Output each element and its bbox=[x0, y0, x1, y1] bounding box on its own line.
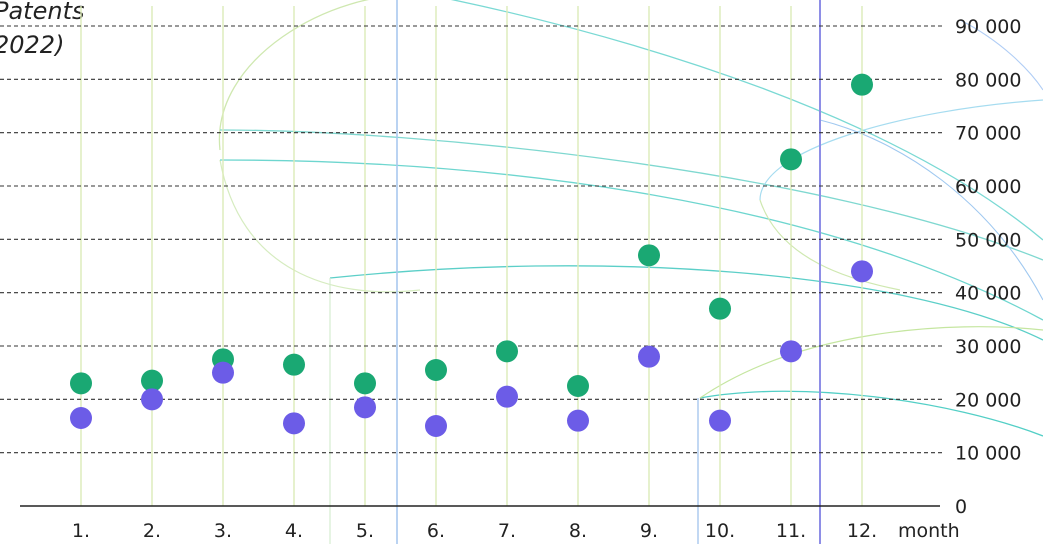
chart-title: Patents 2022) bbox=[0, 0, 84, 62]
y-tick-label: 90 000 bbox=[955, 16, 1021, 38]
y-tick-label: 40 000 bbox=[955, 283, 1021, 305]
x-tick-label: 3. bbox=[214, 520, 232, 542]
series-1-point-12 bbox=[851, 73, 873, 96]
series-2-point-4 bbox=[283, 412, 305, 435]
series-2-point-10 bbox=[709, 409, 731, 432]
decor-curve-8 bbox=[699, 326, 1043, 399]
series-1-point-6 bbox=[425, 359, 447, 381]
x-tick-labels: 1. 2. 3. 4. 5. 6. 7. 8. 9. 10. 11. 12. month bbox=[72, 520, 960, 542]
vertical-gridlines bbox=[80, 6, 863, 506]
decor-curve-12 bbox=[959, 19, 1043, 91]
series-2-point-12 bbox=[851, 260, 873, 283]
decor-curve-10 bbox=[759, 199, 901, 291]
y-tick-label: 60 000 bbox=[955, 176, 1021, 198]
y-tick-label: 50 000 bbox=[955, 229, 1021, 251]
x-tick-label: 9. bbox=[640, 520, 658, 542]
series-2-point-3 bbox=[212, 361, 234, 384]
data-points bbox=[70, 73, 873, 437]
decor-curve-1 bbox=[218, 0, 370, 151]
y-tick-label: 0 bbox=[955, 496, 967, 518]
x-tick-label: 5. bbox=[356, 520, 374, 542]
background-decoration bbox=[218, 0, 1043, 544]
x-tick-label: 10. bbox=[705, 520, 735, 542]
series-1-point-4 bbox=[283, 353, 305, 376]
y-tick-label: 20 000 bbox=[955, 389, 1021, 411]
series-1-point-5 bbox=[354, 372, 376, 395]
series-1-point-1 bbox=[70, 372, 92, 395]
x-tick-label: 7. bbox=[498, 520, 516, 542]
y-tick-label: 70 000 bbox=[955, 123, 1021, 145]
decor-curve-7 bbox=[699, 390, 1043, 437]
decor-curve-5 bbox=[329, 265, 1043, 341]
y-tick-label: 30 000 bbox=[955, 336, 1021, 358]
chart-title-line-2: 2022) bbox=[0, 31, 65, 59]
series-1-point-9 bbox=[638, 244, 660, 267]
x-tick-label: 2. bbox=[143, 520, 161, 542]
decor-curve-6 bbox=[450, 0, 1043, 241]
y-tick-labels: 0 10 000 20 000 30 000 40 000 50 000 60 000 70 … bbox=[955, 16, 1021, 518]
series-2-point-7 bbox=[496, 385, 518, 408]
series-1-point-2 bbox=[141, 369, 163, 392]
x-tick-label: 12. bbox=[847, 520, 877, 542]
decor-curve-3 bbox=[219, 129, 1043, 261]
series-2-point-1 bbox=[70, 407, 92, 429]
y-tick-label: 10 000 bbox=[955, 443, 1021, 465]
y-tick-label: 80 000 bbox=[955, 69, 1021, 91]
x-tick-label: 1. bbox=[72, 520, 90, 542]
series-1-point-8 bbox=[567, 375, 589, 397]
decor-curve-4 bbox=[219, 159, 1043, 321]
x-tick-label: 11. bbox=[776, 520, 806, 542]
series-2-point-2 bbox=[141, 388, 163, 411]
series-2-point-8 bbox=[567, 409, 589, 432]
series-2-point-11 bbox=[780, 340, 802, 363]
series-2-point-6 bbox=[425, 415, 447, 437]
x-tick-label: 6. bbox=[427, 520, 445, 542]
x-tick-label: 4. bbox=[285, 520, 303, 542]
series-2-point-9 bbox=[638, 345, 660, 368]
chart-title-line-1: Patents bbox=[0, 0, 85, 25]
series-1-point-11 bbox=[780, 148, 802, 171]
horizontal-gridlines bbox=[0, 25, 944, 454]
x-axis-label: month bbox=[898, 520, 960, 542]
series-1-point-7 bbox=[496, 340, 518, 363]
series-2-point-5 bbox=[354, 396, 376, 419]
decor-curve-9 bbox=[759, 99, 1043, 201]
series-1-point-10 bbox=[709, 297, 731, 320]
x-tick-label: 8. bbox=[569, 520, 587, 542]
decor-curve-11 bbox=[819, 119, 1043, 301]
